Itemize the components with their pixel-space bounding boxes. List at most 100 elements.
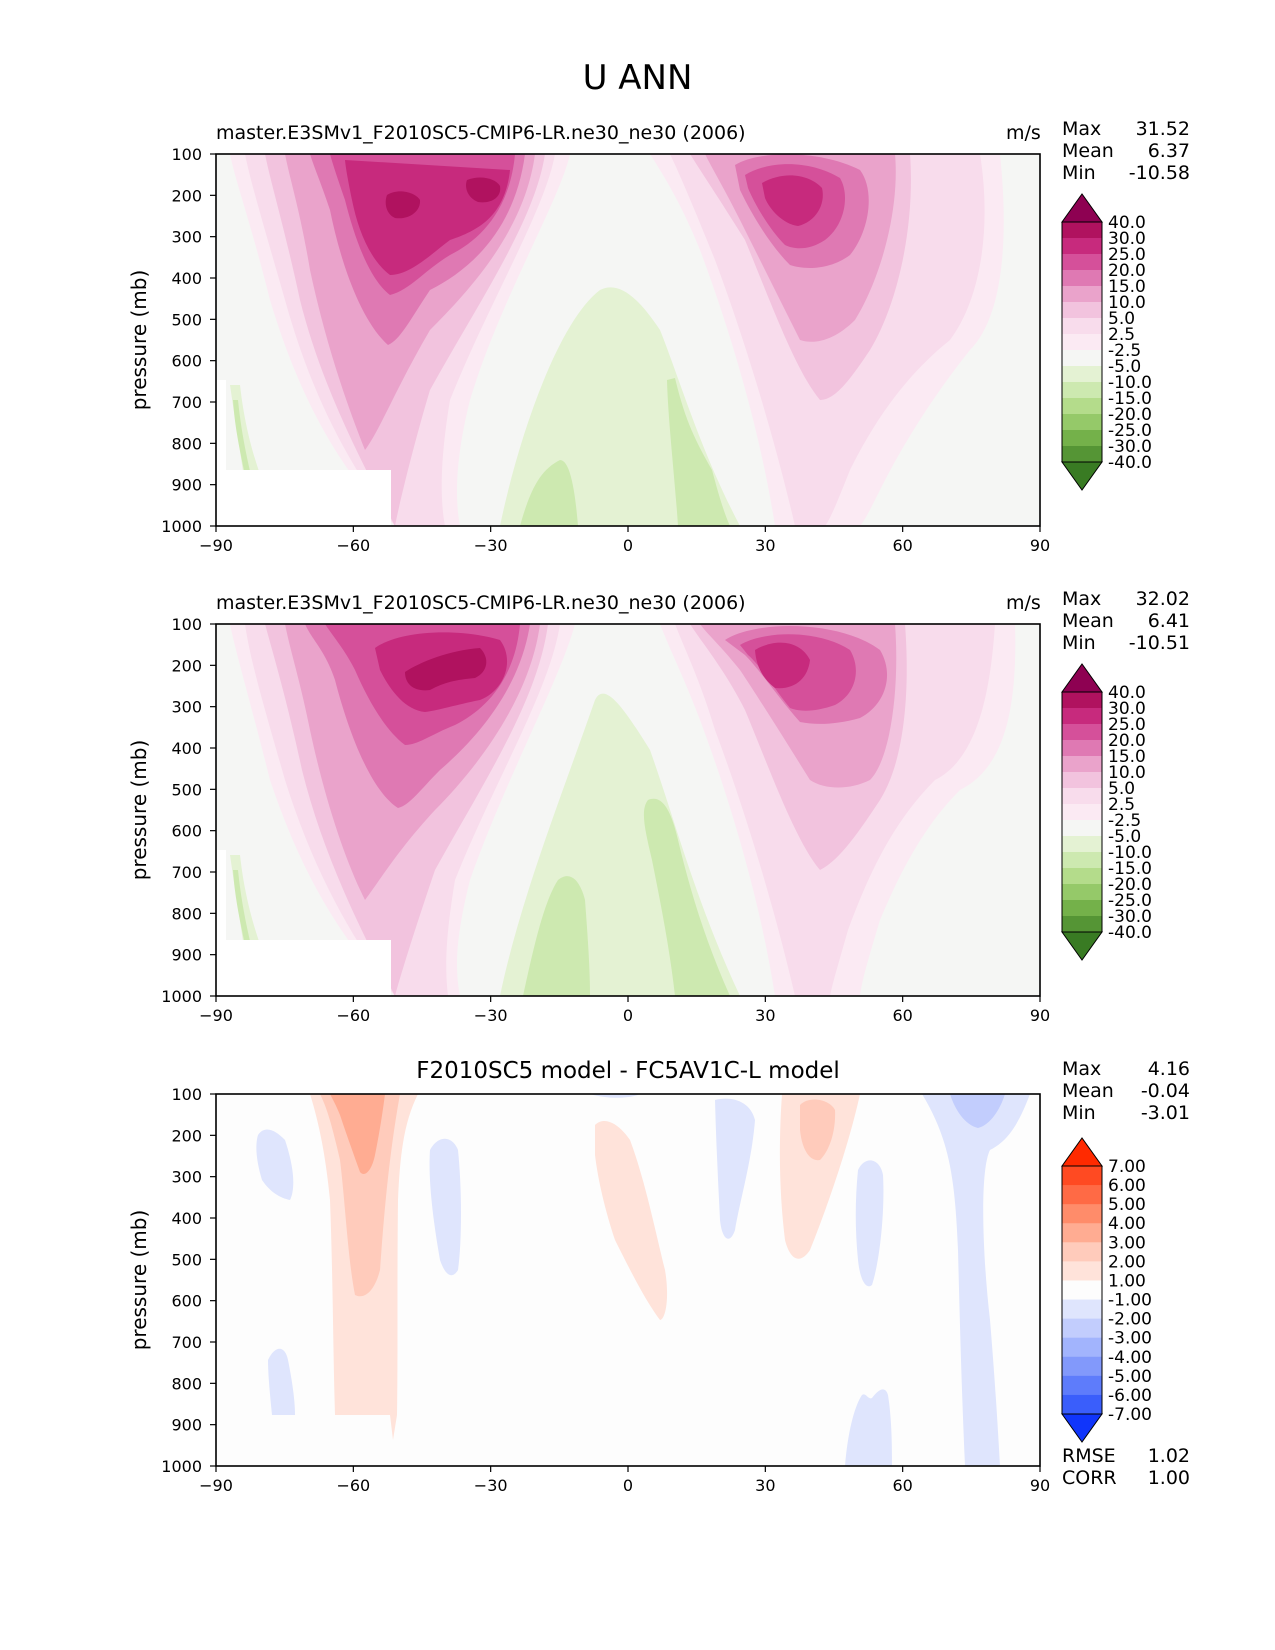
panel-3-title: F2010SC5 model - FC5AV1C-L model	[416, 1058, 840, 1084]
y-tick-label: 700	[171, 1333, 202, 1352]
y-tick-label: 900	[171, 946, 202, 965]
colorbar-label: 4.00	[1108, 1214, 1146, 1234]
colorbar-label: -10.0	[1108, 373, 1152, 393]
stat-min-label: Min	[1062, 1102, 1096, 1124]
colorbar-segment	[1062, 1185, 1102, 1205]
colorbar-label: -1.00	[1108, 1291, 1152, 1311]
colorbar-segment	[1062, 222, 1102, 239]
colorbar-segment	[1062, 366, 1102, 383]
stat-max-label: Max	[1062, 588, 1102, 610]
stat-mean-value: 6.41	[1147, 610, 1190, 632]
colorbar-label: 5.0	[1108, 309, 1135, 329]
x-tick-label: −60	[336, 1006, 370, 1025]
colorbar-segment	[1062, 414, 1102, 431]
colorbar-segment	[1062, 430, 1102, 447]
y-tick-label: 400	[171, 739, 202, 758]
stat-mean-label: Mean	[1062, 1080, 1114, 1102]
stat-min-label: Min	[1062, 632, 1096, 654]
y-tick-label: 200	[171, 186, 202, 205]
colorbar-label: 10.0	[1108, 763, 1146, 783]
panel-2-contours	[216, 624, 1040, 996]
colorbar-segment	[1062, 884, 1102, 901]
colorbar-label: -15.0	[1108, 859, 1152, 879]
stat-min-label: Min	[1062, 162, 1096, 184]
x-tick-label: −30	[474, 1476, 508, 1495]
colorbar-segment	[1062, 836, 1102, 853]
colorbar-segment	[1062, 692, 1102, 709]
axes-layer: −90 −60 −30 0 30 60 90100200300400500600700800…	[127, 145, 1152, 1495]
colorbar-frame	[1061, 221, 1103, 463]
colorbar-frame	[1061, 1165, 1103, 1415]
colorbar-label: 5.0	[1108, 779, 1135, 799]
y-tick-label: 800	[171, 1374, 202, 1393]
panel-3-contours	[216, 1094, 1040, 1466]
colorbar-label: -6.00	[1108, 1386, 1152, 1406]
colorbar-label: 30.0	[1108, 229, 1146, 249]
y-tick-label: 900	[171, 476, 202, 495]
panel-1-contours	[216, 154, 1040, 526]
y-tick-label: 700	[171, 393, 202, 412]
colorbar-label: -2.5	[1108, 811, 1141, 831]
colorbar-segment	[1062, 254, 1102, 271]
colorbar-extend-top	[1061, 663, 1103, 693]
colorbar-label: -5.00	[1108, 1367, 1152, 1387]
colorbar-frame	[1061, 691, 1103, 933]
colorbar-label: -5.0	[1108, 357, 1141, 377]
panel-3-extra-stats: RMSE 1.02 CORR 1.00	[1062, 1445, 1190, 1489]
colorbar-segment	[1062, 1280, 1102, 1301]
y-tick-label: 1000	[161, 1457, 202, 1476]
colorbar-segment	[1062, 1223, 1102, 1243]
colorbar-label: -15.0	[1108, 389, 1152, 409]
colorbar-label: -2.00	[1108, 1310, 1152, 1330]
colorbar-label: -25.0	[1108, 421, 1152, 441]
colorbar-label: -7.00	[1108, 1405, 1152, 1425]
colorbar-segment	[1062, 302, 1102, 319]
stat-max-label: Max	[1062, 1058, 1102, 1080]
panel-2-stats: Max 32.02 Mean 6.41 Min -10.51	[1062, 588, 1190, 654]
x-tick-label: 60	[892, 536, 912, 555]
y-tick-label: 300	[171, 228, 202, 247]
x-tick-label: −90	[199, 536, 233, 555]
stat-mean-value: -0.04	[1140, 1080, 1190, 1102]
y-tick-label: 600	[171, 822, 202, 841]
colorbar-segment	[1062, 350, 1102, 367]
x-tick-label: −60	[336, 536, 370, 555]
stat-max-value: 31.52	[1135, 118, 1190, 140]
colorbar-segment	[1062, 1242, 1102, 1262]
colorbar-segment	[1062, 334, 1102, 351]
colorbar-label: -40.0	[1108, 923, 1152, 943]
x-tick-label: 60	[892, 1006, 912, 1025]
colorbar-segment	[1062, 1166, 1102, 1186]
colorbar-label: -10.0	[1108, 843, 1152, 863]
colorbar-segment	[1062, 382, 1102, 399]
y-tick-label: 300	[171, 698, 202, 717]
panel-1-title: master.E3SMv1_F2010SC5-CMIP6-LR.ne30_ne3…	[216, 122, 746, 144]
colorbar-label: -5.0	[1108, 827, 1141, 847]
colorbar-label: 2.5	[1108, 795, 1135, 815]
y-tick-label: 600	[171, 352, 202, 371]
colorbar-label: 30.0	[1108, 699, 1146, 719]
y-tick-label: 1000	[161, 987, 202, 1006]
colorbar-segment	[1062, 1261, 1102, 1281]
x-tick-label: −90	[199, 1476, 233, 1495]
colorbar-extend-bottom	[1061, 461, 1103, 491]
colorbar-segment	[1062, 756, 1102, 773]
x-tick-label: 60	[892, 1476, 912, 1495]
colorbar-segment	[1062, 1356, 1102, 1377]
colorbar-label: 40.0	[1108, 213, 1146, 233]
colorbar-label: 5.00	[1108, 1195, 1146, 1215]
x-tick-label: 30	[755, 536, 775, 555]
y-tick-label: 100	[171, 1085, 202, 1104]
colorbar-label: 20.0	[1108, 261, 1146, 281]
colorbar-label: 10.0	[1108, 293, 1146, 313]
colorbar-label: -30.0	[1108, 437, 1152, 457]
colorbar-segment	[1062, 1337, 1102, 1358]
colorbar-segment	[1062, 708, 1102, 725]
colorbar-segment	[1062, 1375, 1102, 1396]
stat-mean-label: Mean	[1062, 140, 1114, 162]
y-tick-label: 100	[171, 615, 202, 634]
x-tick-label: 30	[755, 1476, 775, 1495]
colorbar-label: 2.00	[1108, 1252, 1146, 1272]
